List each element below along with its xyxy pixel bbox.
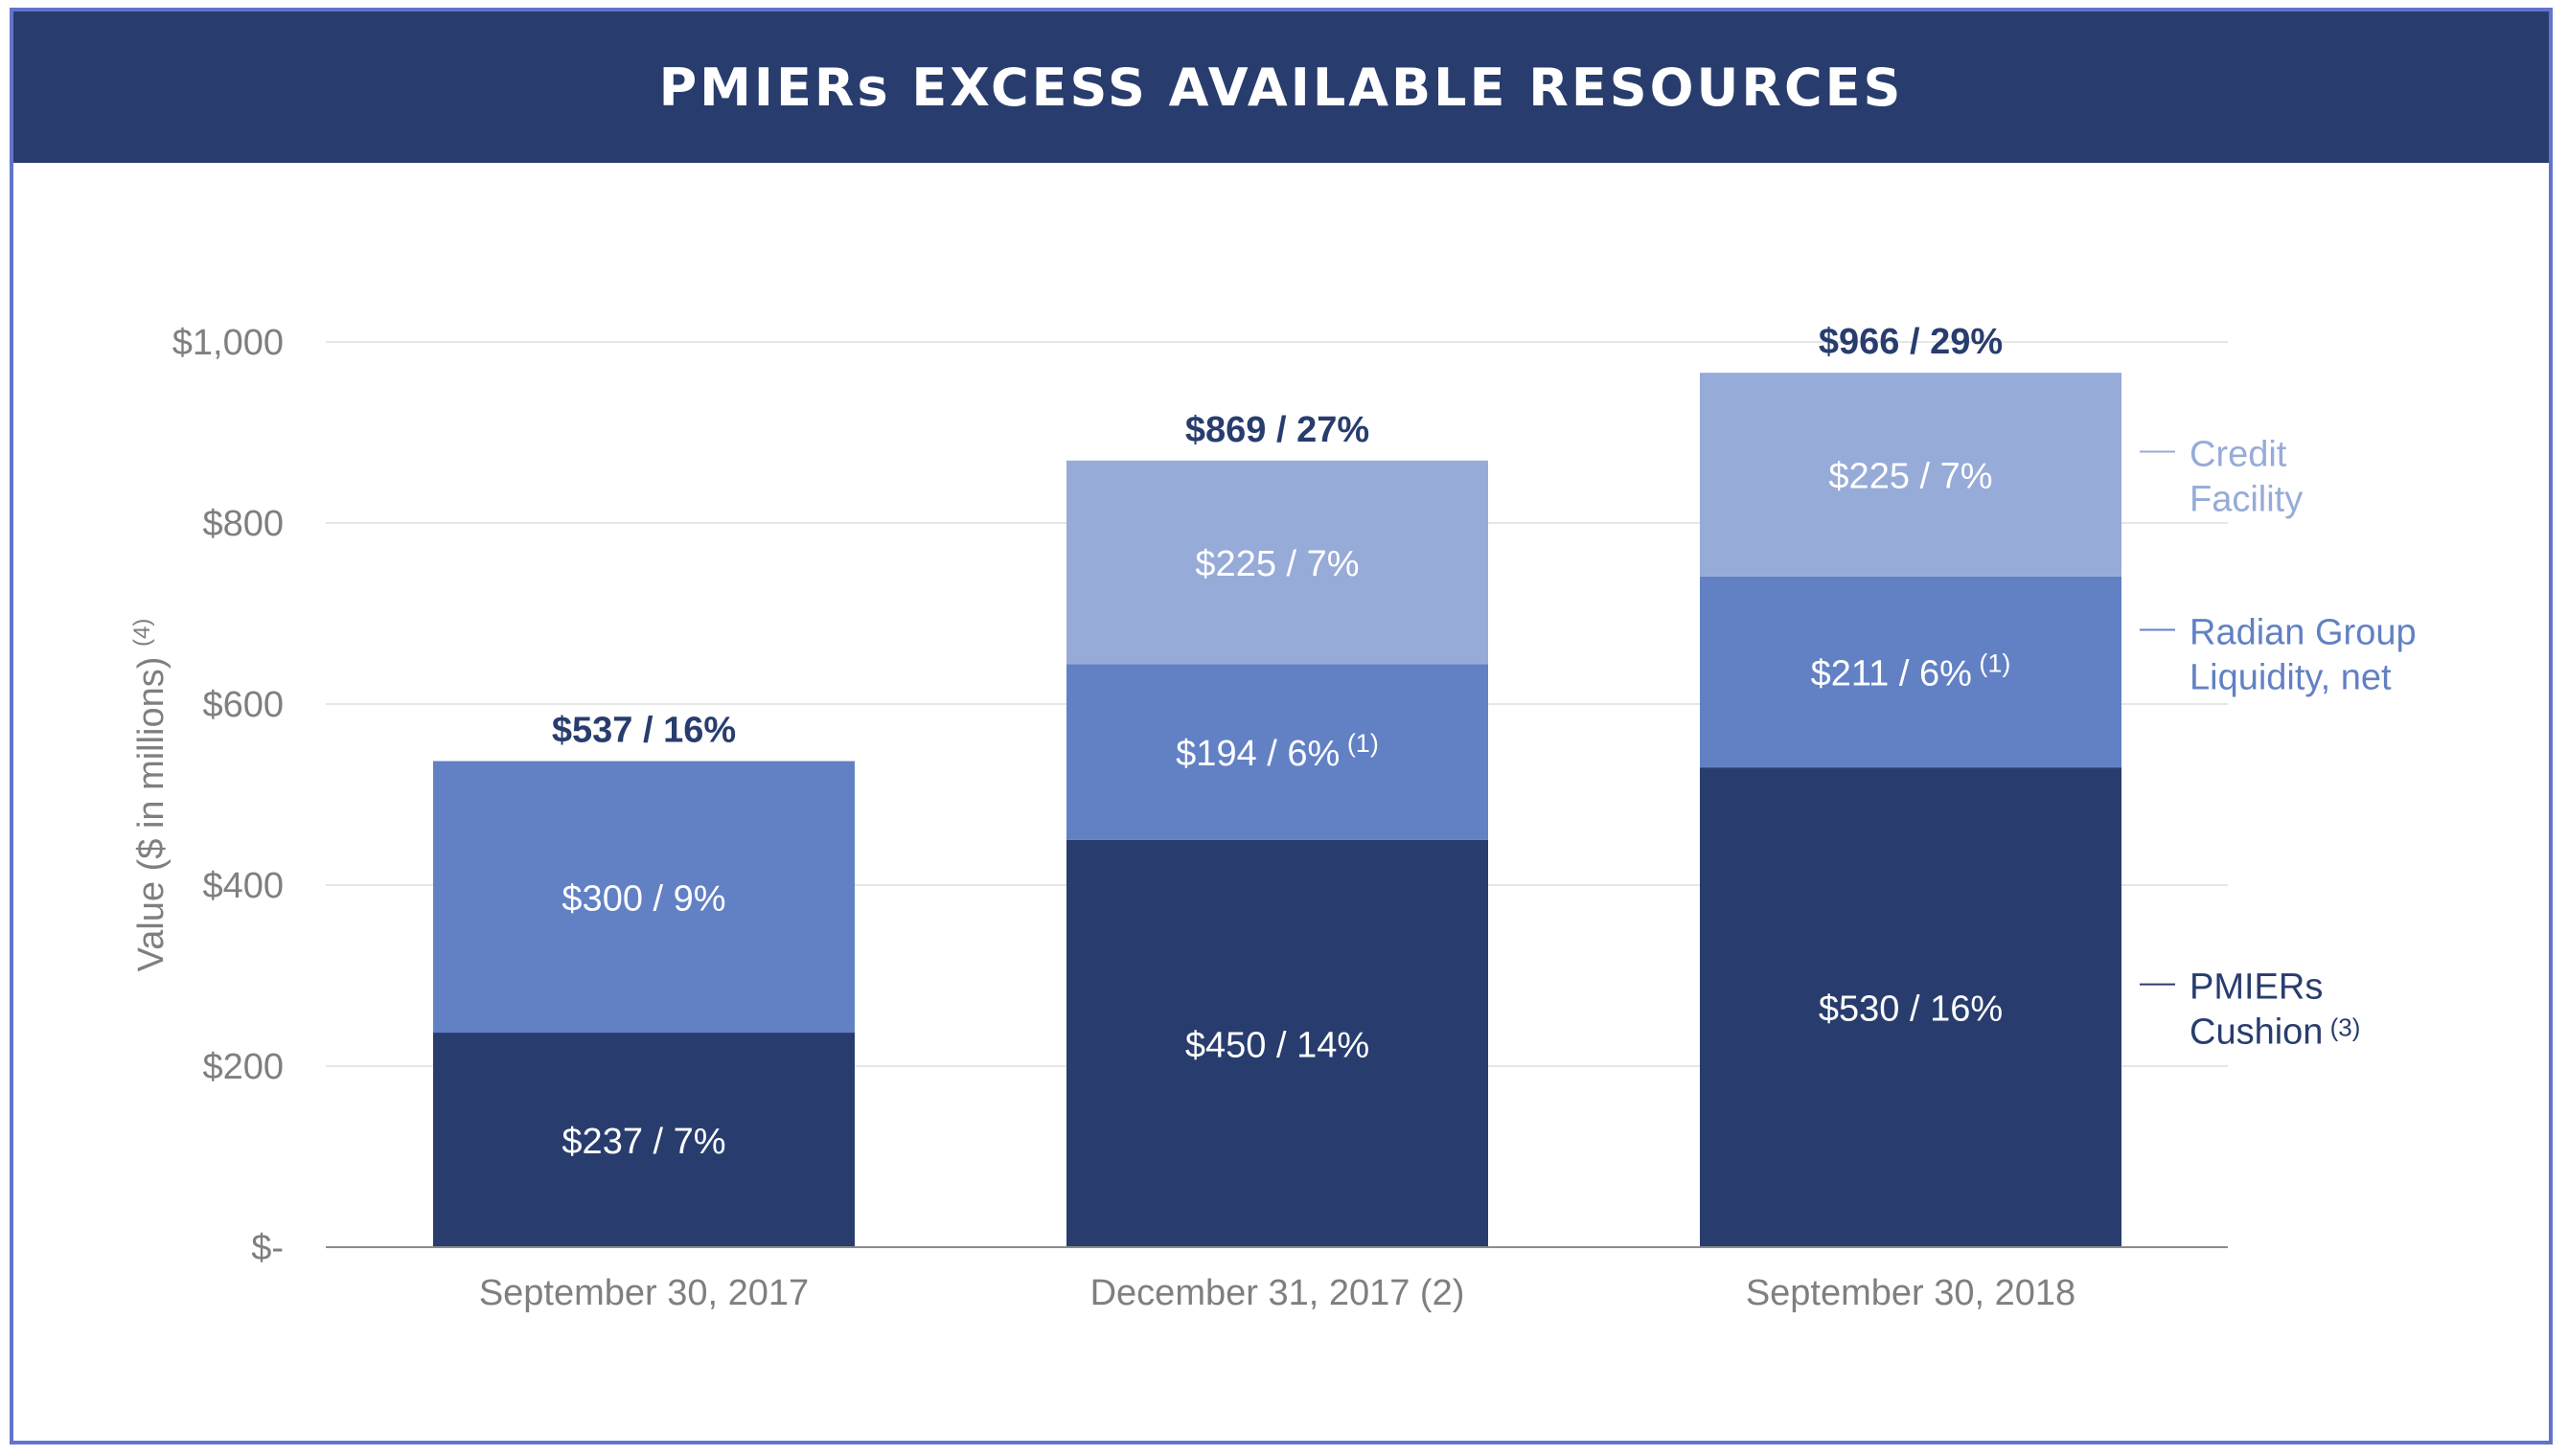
legend-label: Cushion (3): [2190, 1012, 2360, 1053]
total-label: $966 / 29%: [1819, 322, 2003, 362]
data-label-note: (1): [1972, 648, 2011, 677]
legend-label: Credit: [2190, 434, 2287, 474]
y-tick-label: $200: [202, 1047, 284, 1087]
data-label-note: (1): [1340, 729, 1379, 758]
x-tick-label: September 30, 2018: [1746, 1273, 2075, 1313]
bar-segment: [1700, 767, 2121, 1247]
legend-label-text: Facility: [2190, 479, 2303, 519]
x-tick-label: September 30, 2017: [479, 1273, 809, 1313]
data-label: $300 / 9%: [562, 878, 725, 919]
bar-segment: [1066, 664, 1488, 840]
chart-title: PMIERs EXCESS AVAILABLE RESOURCES: [658, 57, 1904, 118]
bar-segment: [1700, 576, 2121, 768]
bar-segment: [1700, 373, 2121, 577]
data-label-value: $530 / 16%: [1819, 990, 2003, 1030]
data-label: $211 / 6% (1): [1811, 648, 2011, 694]
y-tick-label: $-: [251, 1228, 284, 1268]
data-label-value: $237 / 7%: [562, 1122, 725, 1162]
legend-label-text: Cushion: [2190, 1012, 2323, 1053]
data-label-value: $225 / 7%: [1828, 456, 1992, 496]
legend-label: PMIERs: [2190, 967, 2323, 1008]
data-label: $225 / 7%: [1828, 456, 1992, 496]
title-bar: PMIERs EXCESS AVAILABLE RESOURCES: [13, 11, 2549, 163]
y-axis-title-note: (4): [129, 619, 155, 647]
data-label: $194 / 6% (1): [1176, 729, 1379, 774]
y-tick-label: $1,000: [172, 323, 284, 363]
legend-label-note: (3): [2323, 1013, 2360, 1042]
data-label: $225 / 7%: [1195, 544, 1359, 584]
y-tick-label: $800: [202, 504, 284, 544]
y-axis-title: Value ($ in millions) (4): [129, 619, 172, 972]
total-label: $869 / 27%: [1185, 410, 1369, 450]
legend-label: Facility: [2190, 479, 2303, 519]
data-label: $530 / 16%: [1819, 990, 2003, 1030]
bar-segment: [433, 1033, 855, 1247]
legend-label-text: Radian Group: [2190, 612, 2417, 652]
data-label: $237 / 7%: [562, 1122, 725, 1162]
total-label: $537 / 16%: [552, 711, 736, 751]
y-axis-title-text: Value ($ in millions): [131, 647, 172, 971]
legend-label: Radian Group: [2190, 612, 2417, 652]
data-label-value: $300 / 9%: [562, 878, 725, 919]
y-tick-label: $400: [202, 866, 284, 906]
bar-segment: [1066, 839, 1488, 1247]
legend-label: Liquidity, net: [2190, 657, 2392, 697]
data-label-value: $450 / 14%: [1185, 1025, 1369, 1065]
x-tick-label: December 31, 2017 (2): [1090, 1273, 1465, 1313]
bar-segment: [1066, 460, 1488, 665]
data-label: $450 / 14%: [1185, 1025, 1369, 1065]
data-label-value: $194 / 6%: [1176, 734, 1340, 774]
data-label-value: $225 / 7%: [1195, 544, 1359, 584]
legend-label-text: PMIERs: [2190, 967, 2323, 1008]
data-label-value: $211 / 6%: [1811, 653, 1972, 694]
y-tick-label: $600: [202, 685, 284, 725]
legend-label-text: Liquidity, net: [2190, 657, 2392, 697]
bar-segment: [433, 761, 855, 1034]
legend-label-text: Credit: [2190, 434, 2287, 474]
